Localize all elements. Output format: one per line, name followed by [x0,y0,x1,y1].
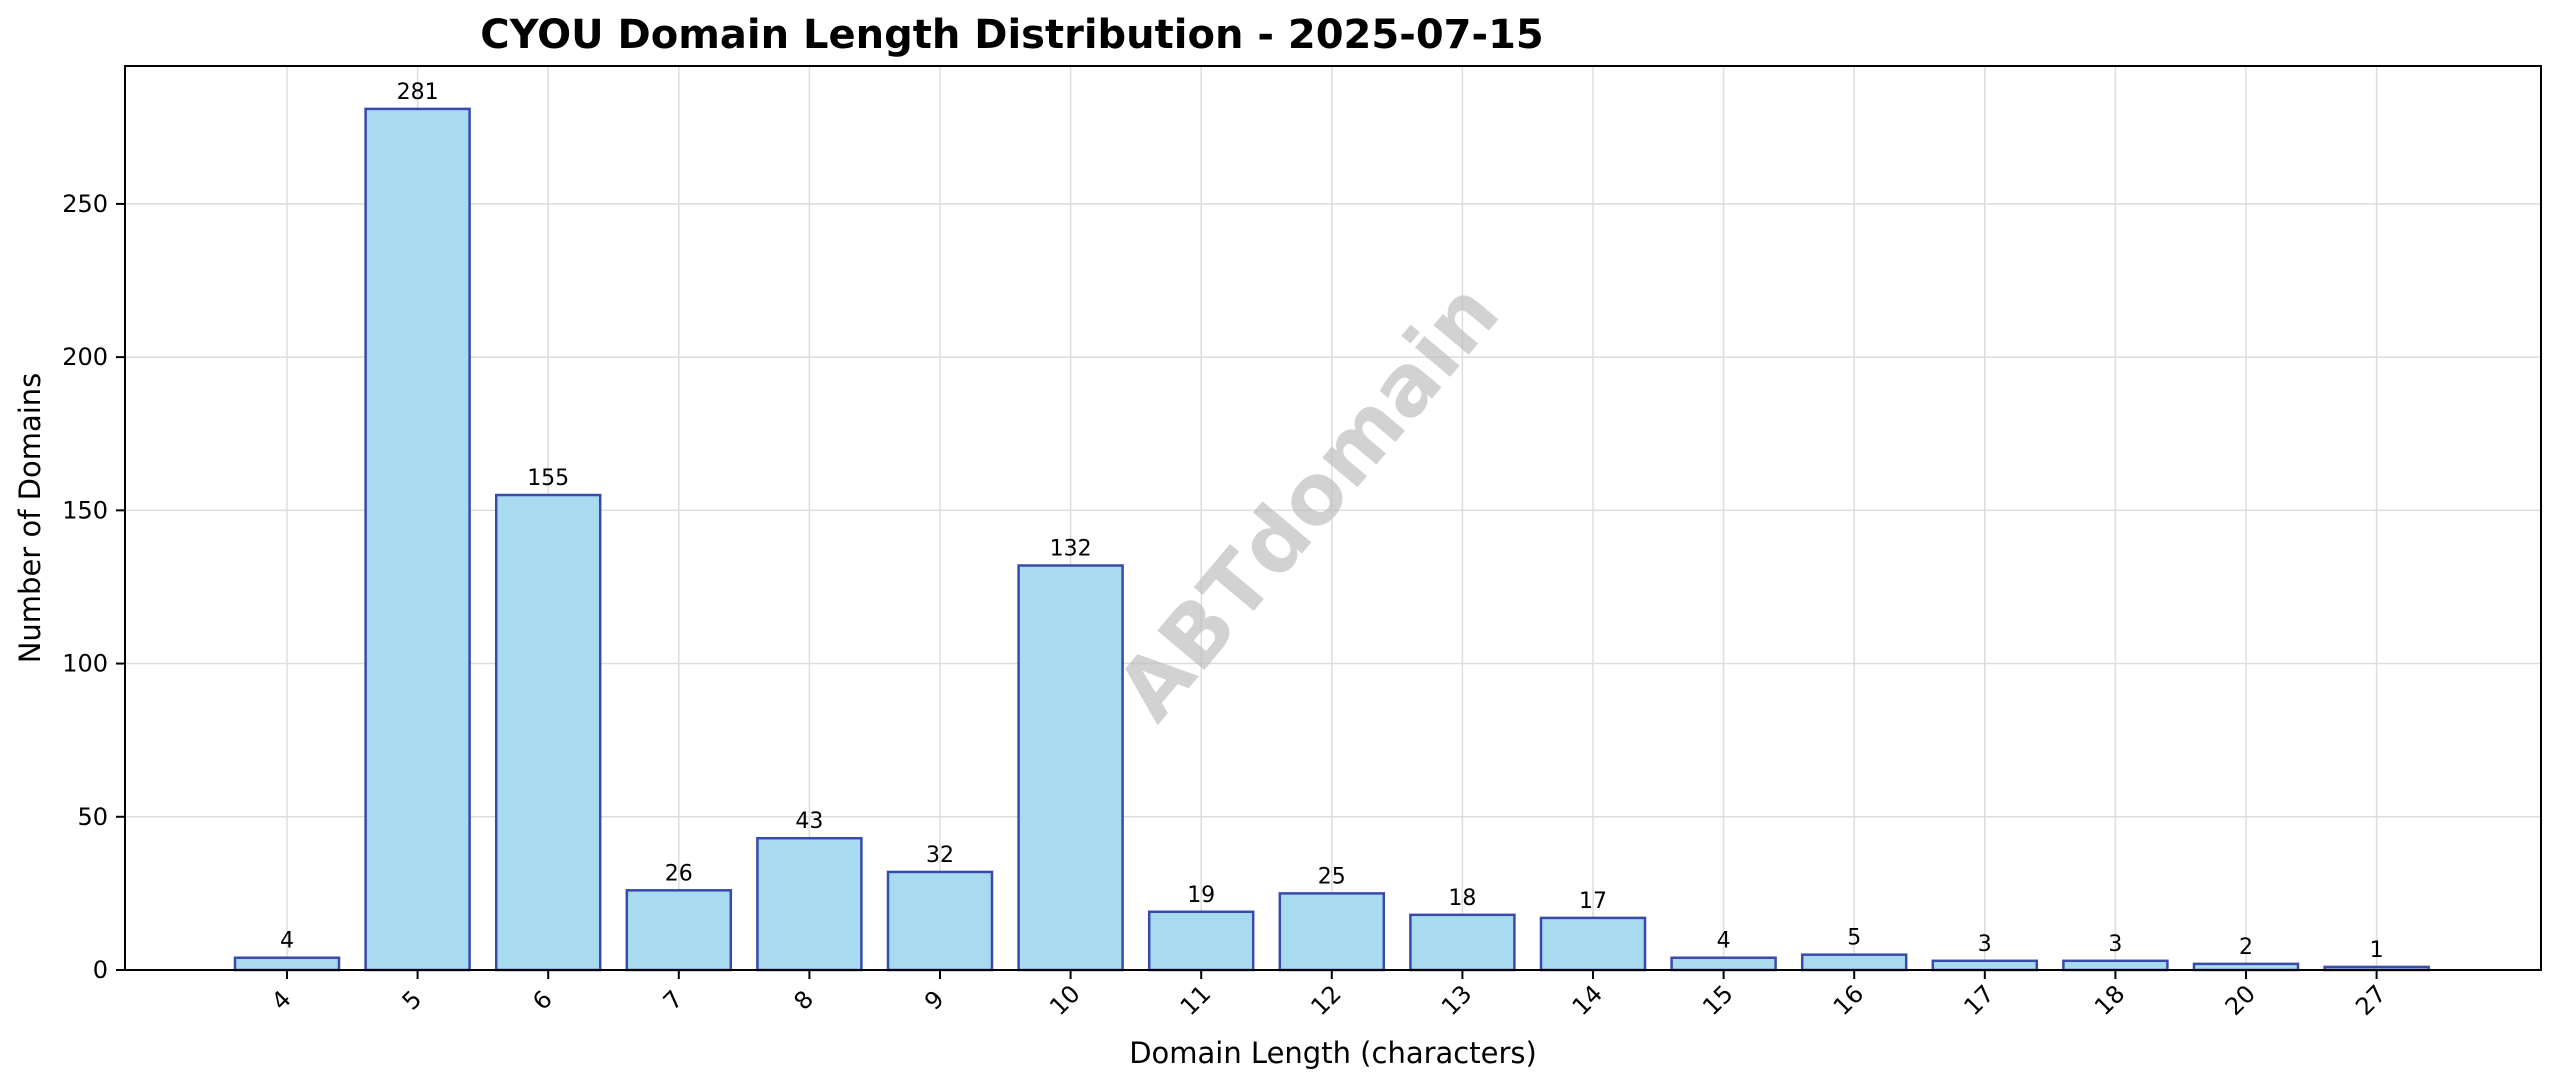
bar-18 [2062,959,2169,972]
x-tick-label-14: 14 [1567,980,1608,1021]
plot-frame [124,65,2542,971]
bar-8 [756,836,863,972]
data-label-18: 3 [2108,932,2122,957]
data-label-4: 4 [280,929,294,954]
chart-title: CYOU Domain Length Distribution - 2025-0… [480,12,1544,58]
data-label-9: 32 [926,843,954,868]
y-tick-label: 250 [62,190,108,218]
bar-10 [1017,564,1124,972]
data-label-14: 17 [1579,889,1607,914]
x-tick-label-6: 6 [527,985,558,1016]
data-label-5: 281 [397,80,439,105]
x-tick-label-9: 9 [919,985,950,1016]
x-tick-label-8: 8 [788,985,819,1016]
data-label-8: 43 [795,809,823,834]
bar-7 [625,889,733,972]
data-label-13: 18 [1448,886,1476,911]
y-tick-label: 100 [62,650,108,678]
data-label-10: 132 [1050,536,1092,561]
x-tick-label-20: 20 [2220,980,2261,1021]
data-label-7: 26 [665,861,693,886]
bar-5 [364,107,471,972]
bar-12 [1278,892,1386,972]
watermark: ABTdomain [1098,264,1518,738]
x-tick-label-16: 16 [1828,980,1869,1021]
data-label-11: 19 [1187,883,1215,908]
y-tick-label: 150 [62,496,108,524]
x-tick-label-13: 13 [1436,980,1477,1021]
bar-17 [1931,959,2039,972]
data-label-15: 4 [1717,929,1731,954]
bar-14 [1539,916,1647,972]
x-tick-label-12: 12 [1305,980,1346,1021]
bar-4 [233,956,341,972]
x-tick-label-5: 5 [397,985,428,1016]
data-label-6: 155 [527,466,569,491]
y-axis-label: Number of Domains [13,373,47,664]
x-axis-label: Domain Length (characters) [1129,1036,1537,1070]
x-tick-label-10: 10 [1044,980,1085,1021]
bar-9 [886,870,994,972]
x-tick-label-11: 11 [1175,980,1216,1021]
bar-11 [1147,910,1255,972]
bar-13 [1409,913,1516,972]
bar-15 [1670,956,1777,972]
y-axis-ticks: 0 50 100 150 200 250 [62,190,125,984]
data-label-12: 25 [1318,864,1346,889]
y-tick-label: 0 [93,956,108,984]
x-tick-label-17: 17 [1958,980,1999,1021]
x-tick-label-27: 27 [2350,980,2391,1021]
x-tick-label-4: 4 [266,985,297,1016]
x-tick-label-15: 15 [1697,980,1738,1021]
bar-16 [1800,953,1908,972]
bar-6 [494,493,602,972]
data-label-20: 2 [2239,935,2253,960]
data-label-16: 5 [1847,926,1861,951]
data-label-27: 1 [2370,938,2384,963]
grid-lines [125,66,2541,971]
x-tick-label-7: 7 [658,985,689,1016]
x-tick-label-18: 18 [2089,980,2130,1021]
data-label-17: 3 [1978,932,1992,957]
x-axis-ticks: 4 5 6 7 8 9 10 11 12 13 14 15 16 17 18 20 27 [266,970,2392,1021]
y-tick-label: 200 [62,343,108,371]
y-tick-label: 50 [77,803,108,831]
bars [233,107,2430,972]
